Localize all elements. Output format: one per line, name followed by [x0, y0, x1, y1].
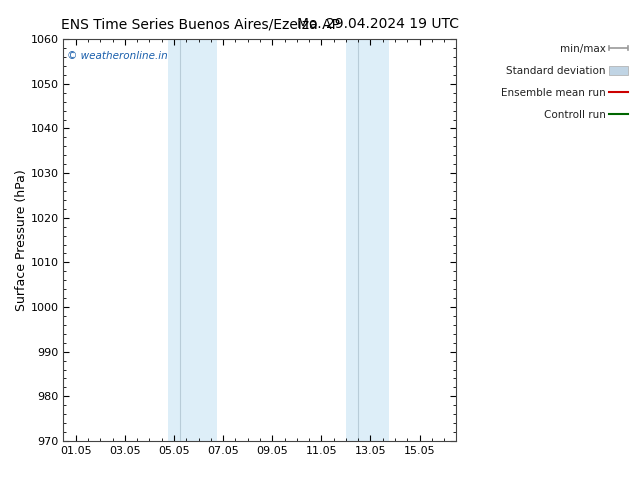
Text: min/max: min/max	[560, 44, 605, 54]
Text: Controll run: Controll run	[543, 110, 605, 120]
Text: Standard deviation: Standard deviation	[506, 66, 605, 76]
Bar	[346, 39, 389, 441]
Text: Ensemble mean run: Ensemble mean run	[501, 88, 605, 98]
Text: ENS Time Series Buenos Aires/Ezeiza AP: ENS Time Series Buenos Aires/Ezeiza AP	[61, 17, 340, 31]
Text: © weatheronline.in: © weatheronline.in	[67, 51, 168, 61]
Text: Mo. 29.04.2024 19 UTC: Mo. 29.04.2024 19 UTC	[297, 17, 459, 31]
Y-axis label: Surface Pressure (hPa): Surface Pressure (hPa)	[15, 169, 28, 311]
Bar	[168, 39, 217, 441]
